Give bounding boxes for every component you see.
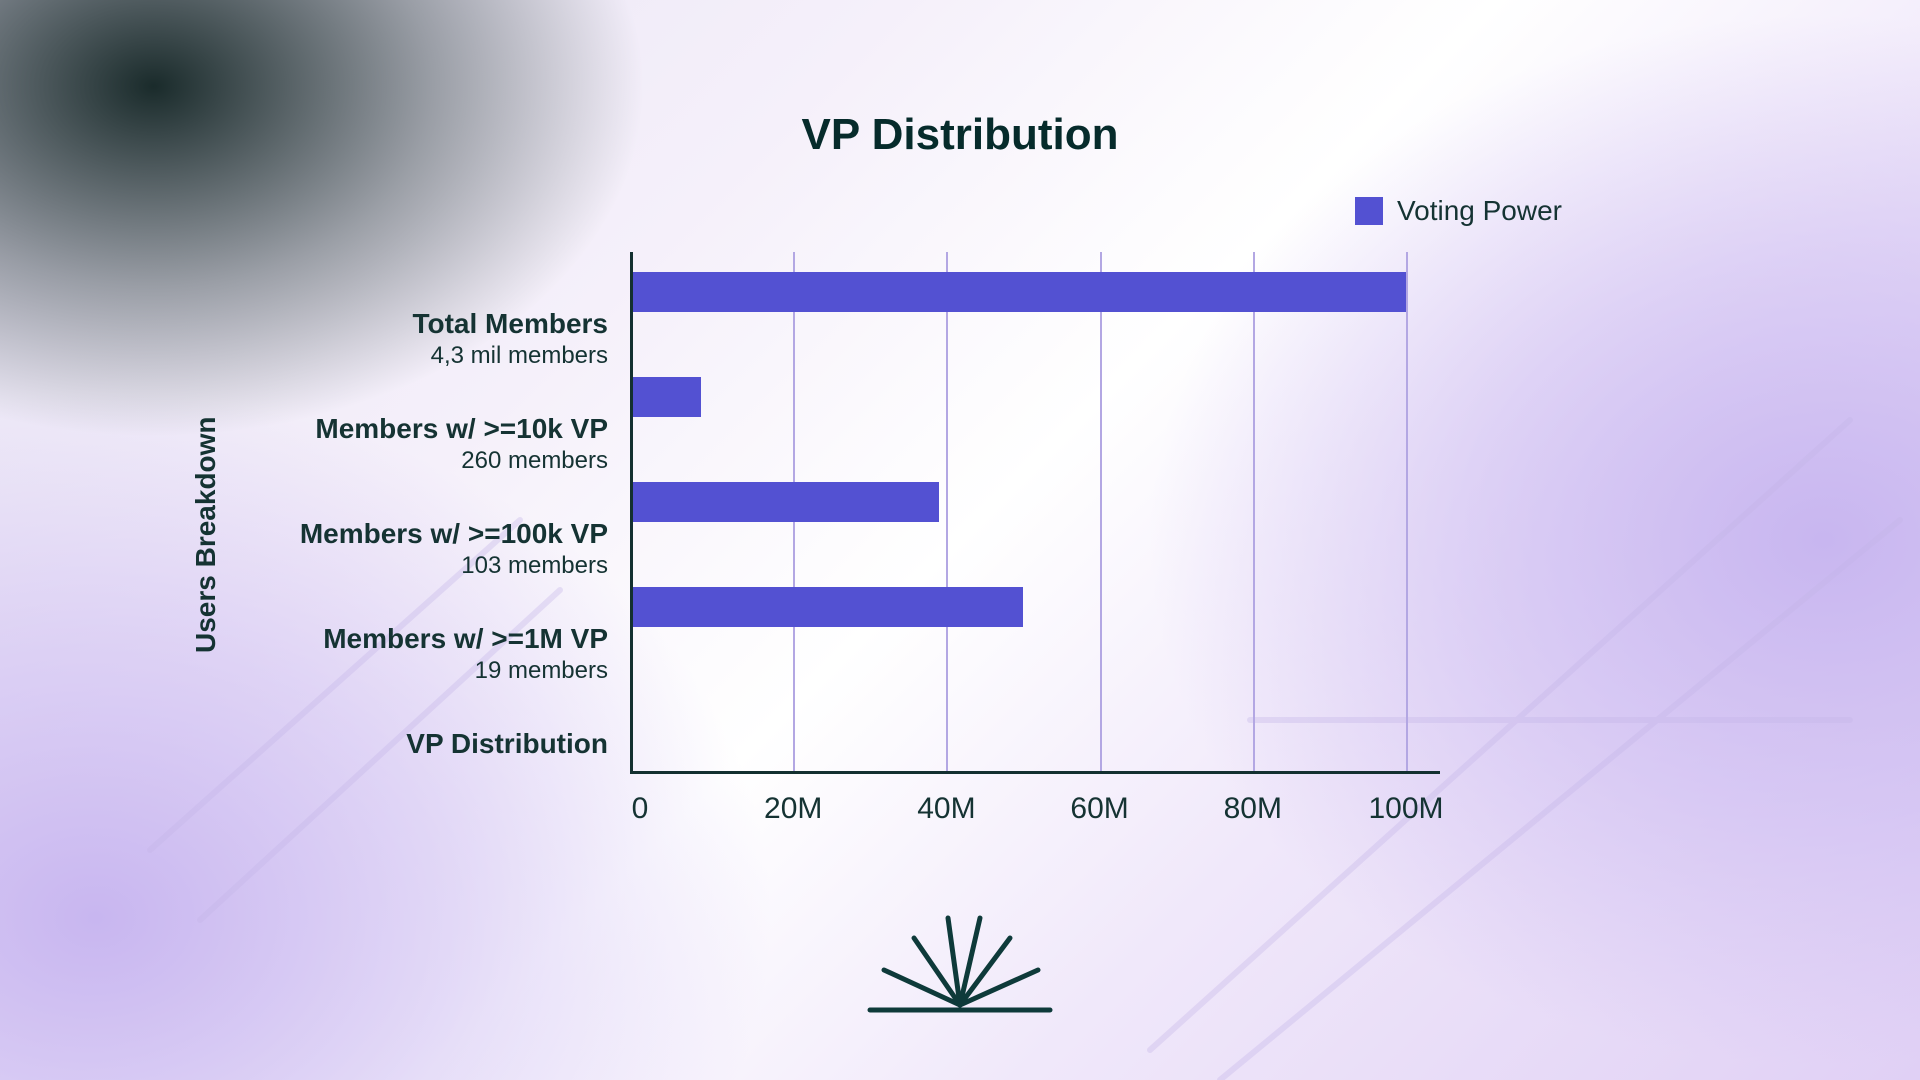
category-sublabel-text: 19 members [110,657,608,685]
chart-legend: Voting Power [1355,195,1562,227]
bar [633,482,939,522]
category-label: Members w/ >=10k VP260 members [110,413,630,475]
x-tick-label: 80M [1224,774,1282,826]
x-gridline [1100,252,1102,774]
chart-title: VP Distribution [0,110,1920,160]
category-label-text: VP Distribution [110,728,608,760]
category-label-text: Members w/ >=1M VP [110,623,608,655]
x-tick-label: 20M [764,774,822,826]
bar [633,272,1406,312]
x-tick-label: 40M [917,774,975,826]
x-gridline [946,252,948,774]
category-label-text: Members w/ >=100k VP [110,518,608,550]
bar [633,377,701,417]
category-label: Total Members4,3 mil members [110,308,630,370]
chart-plot-area: 020M40M60M80M100MTotal Members4,3 mil me… [630,252,1410,774]
category-label-text: Total Members [110,308,608,340]
x-gridline [1253,252,1255,774]
category-label-text: Members w/ >=10k VP [110,413,608,445]
x-tick-label: 0 [632,774,649,826]
legend-swatch [1355,197,1383,225]
category-sublabel-text: 103 members [110,552,608,580]
category-label: Members w/ >=100k VP103 members [110,518,630,580]
category-label: Members w/ >=1M VP19 members [110,623,630,685]
category-sublabel-text: 4,3 mil members [110,342,608,370]
x-tick-label: 60M [1070,774,1128,826]
legend-label: Voting Power [1397,195,1562,227]
x-gridline [1406,252,1408,774]
bar [633,587,1023,627]
x-axis-line [630,771,1440,774]
x-tick-label: 100M [1368,774,1443,826]
category-sublabel-text: 260 members [110,447,608,475]
brand-sunrise-icon [840,910,1080,1020]
category-label: VP Distribution [110,728,630,760]
